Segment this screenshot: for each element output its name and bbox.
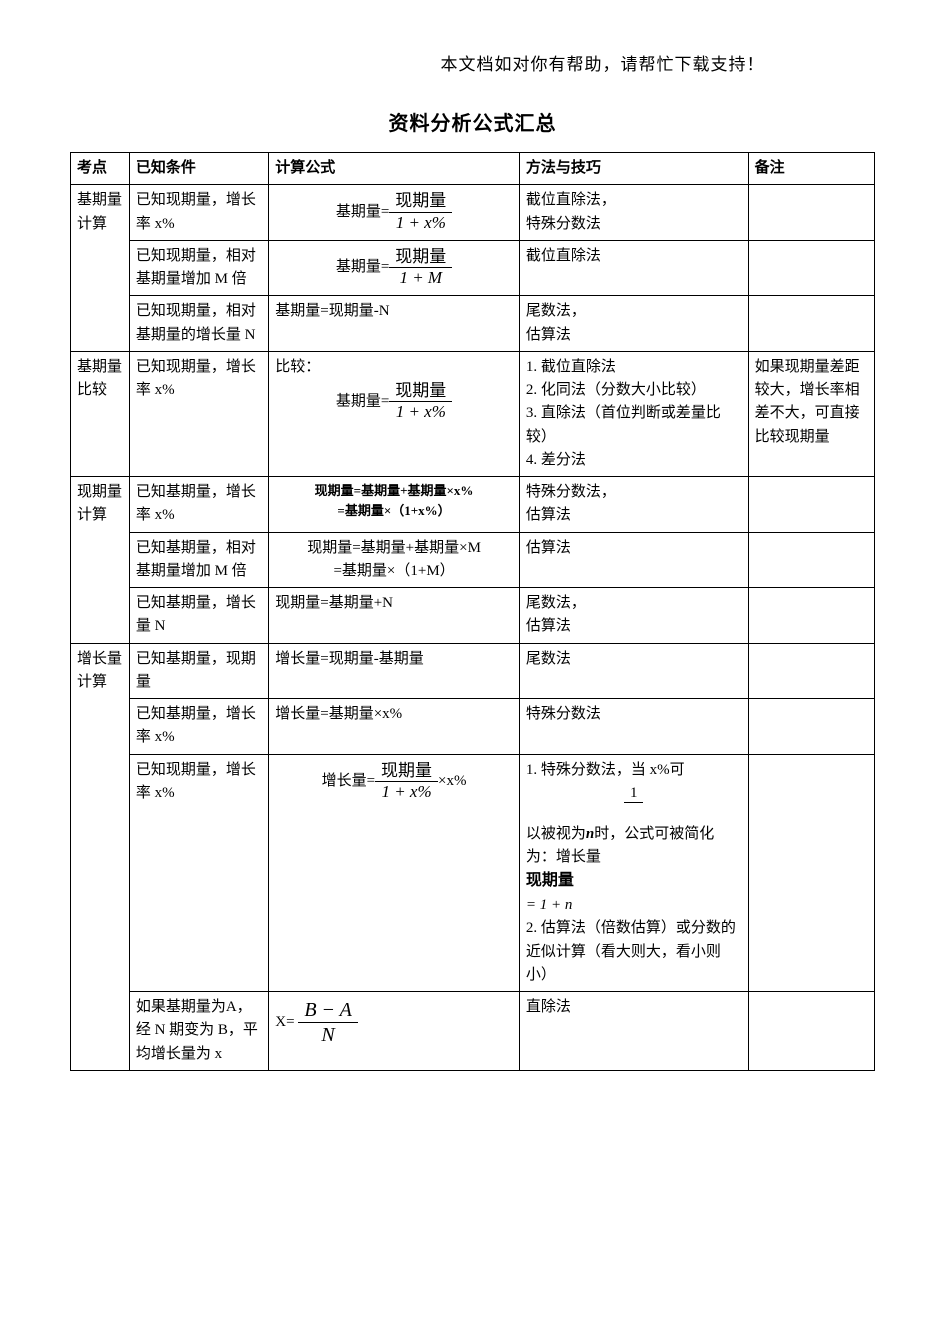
table-row: 已知现期量，相对基期量的增长量 N 基期量=现期量-N 尾数法， 估算法 (71, 296, 875, 352)
cond-cell: 已知现期量，增长率 x% (129, 351, 268, 476)
cond-cell: 已知现期量，相对基期量增加 M 倍 (129, 240, 268, 296)
frac-num: B − A (298, 998, 358, 1022)
cond-cell: 已知基期量，增长率 x% (129, 699, 268, 755)
col-method: 方法与技巧 (519, 153, 748, 185)
note-cell (748, 185, 874, 241)
note-cell (748, 240, 874, 296)
table-row: 已知基期量，相对基期量增加 M 倍 现期量=基期量+基期量×M =基期量×（1+… (71, 532, 875, 588)
method-cell: 尾数法 (519, 643, 748, 699)
note-cell (748, 754, 874, 992)
formula-line2: =基期量×（1+x%） (275, 501, 513, 521)
formula-cell: 现期量=基期量+基期量×M =基期量×（1+M） (269, 532, 520, 588)
note-cell (748, 477, 874, 533)
topic-cell: 基期量计算 (71, 185, 130, 352)
frac-num: 现期量 (389, 191, 452, 211)
formula-cell: 增长量=现期量1 + x%×x% (269, 754, 520, 992)
method-cell: 1. 特殊分数法，当 x%可 1 以被视为n时，公式可被简化为：增长量 现期量 … (519, 754, 748, 992)
method-eq: = 1 + n (526, 894, 742, 917)
note-cell (748, 699, 874, 755)
method-cell: 截位直除法， 特殊分数法 (519, 185, 748, 241)
formula-prefix: 基期量= (336, 204, 389, 220)
method-cell: 1. 截位直除法 2. 化同法（分数大小比较） 3. 直除法（首位判断或差量比较… (519, 351, 748, 476)
method-p3: 2. 估算法（倍数估算）或分数的近似计算（看大则大，看小则小） (526, 917, 742, 987)
method-frac1-num: 1 (624, 784, 644, 802)
note-cell (748, 588, 874, 644)
formula-prefix: 增长量= (322, 773, 375, 789)
formula-cell: X= B − AN (269, 992, 520, 1071)
frac-num: 现期量 (375, 761, 438, 781)
topic-cell: 增长量计算 (71, 643, 130, 1070)
formula-cell: 现期量=基期量+N (269, 588, 520, 644)
col-condition: 已知条件 (129, 153, 268, 185)
method-cell: 特殊分数法， 估算法 (519, 477, 748, 533)
method-cell: 尾数法， 估算法 (519, 296, 748, 352)
formula-cell: 比较： 基期量=现期量1 + x% (269, 351, 520, 476)
note-cell (748, 296, 874, 352)
table-row: 已知现期量，相对基期量增加 M 倍 基期量=现期量1 + M 截位直除法 (71, 240, 875, 296)
formula-cell: 基期量=现期量1 + x% (269, 185, 520, 241)
page-title: 资料分析公式汇总 (70, 107, 875, 136)
note-cell (748, 643, 874, 699)
formula-cell: 现期量=基期量+基期量×x% =基期量×（1+x%） (269, 477, 520, 533)
table-row: 已知基期量，增长率 x% 增长量=基期量×x% 特殊分数法 (71, 699, 875, 755)
header-note: 本文档如对你有帮助，请帮忙下载支持！ (330, 50, 875, 75)
method-n: n (586, 826, 594, 842)
topic-cell: 现期量计算 (71, 477, 130, 644)
formula-cell: 增长量=基期量×x% (269, 699, 520, 755)
formula-table: 考点 已知条件 计算公式 方法与技巧 备注 基期量计算 已知现期量，增长率 x%… (70, 152, 875, 1071)
cond-cell: 已知现期量，增长率 x% (129, 185, 268, 241)
frac-den: 1 + x% (389, 401, 452, 422)
note-cell (748, 992, 874, 1071)
cond-cell: 已知基期量，增长率 x% (129, 477, 268, 533)
col-topic: 考点 (71, 153, 130, 185)
table-row: 增长量计算 已知基期量，现期量 增长量=现期量-基期量 尾数法 (71, 643, 875, 699)
cond-cell: 如果基期量为A，经 N 期变为 B，平均增长量为 x (129, 992, 268, 1071)
table-row: 如果基期量为A，经 N 期变为 B，平均增长量为 x X= B − AN 直除法 (71, 992, 875, 1071)
formula-suffix: ×x% (438, 773, 466, 789)
frac-den: 1 + M (389, 267, 452, 288)
cond-cell: 已知基期量，相对基期量增加 M 倍 (129, 532, 268, 588)
cond-cell: 已知现期量，增长率 x% (129, 754, 268, 992)
formula-line1: 现期量=基期量+基期量×x% (275, 481, 513, 501)
method-cell: 直除法 (519, 992, 748, 1071)
cond-cell: 已知现期量，相对基期量的增长量 N (129, 296, 268, 352)
formula-line2: =基期量×（1+M） (275, 560, 513, 583)
cond-cell: 已知基期量，增长量 N (129, 588, 268, 644)
formula-cell: 基期量=现期量1 + M (269, 240, 520, 296)
frac-den: N (298, 1022, 358, 1047)
method-cell: 截位直除法 (519, 240, 748, 296)
formula-prefix: 基期量= (336, 259, 389, 275)
formula-line1: 现期量=基期量+基期量×M (275, 537, 513, 560)
formula-cell: 基期量=现期量-N (269, 296, 520, 352)
frac-num: 现期量 (389, 381, 452, 401)
table-row: 已知现期量，增长率 x% 增长量=现期量1 + x%×x% 1. 特殊分数法，当… (71, 754, 875, 992)
table-row: 现期量计算 已知基期量，增长率 x% 现期量=基期量+基期量×x% =基期量×（… (71, 477, 875, 533)
note-cell (748, 532, 874, 588)
formula-prefix: 基期量= (336, 393, 389, 409)
frac-den: 1 + x% (389, 212, 452, 233)
col-note: 备注 (748, 153, 874, 185)
method-cell: 尾数法， 估算法 (519, 588, 748, 644)
table-header-row: 考点 已知条件 计算公式 方法与技巧 备注 (71, 153, 875, 185)
table-row: 已知基期量，增长量 N 现期量=基期量+N 尾数法， 估算法 (71, 588, 875, 644)
method-p1: 1. 特殊分数法，当 x%可 (526, 762, 685, 778)
formula-label: 比较： (275, 356, 513, 379)
table-row: 基期量比较 已知现期量，增长率 x% 比较： 基期量=现期量1 + x% 1. … (71, 351, 875, 476)
formula-prefix: X= (275, 1014, 294, 1030)
note-cell: 如果现期量差距较大，增长率相差不大，可直接比较现期量 (748, 351, 874, 476)
formula-cell: 增长量=现期量-基期量 (269, 643, 520, 699)
method-cell: 估算法 (519, 532, 748, 588)
col-formula: 计算公式 (269, 153, 520, 185)
method-frac2-num: 现期量 (526, 872, 574, 889)
method-cell: 特殊分数法 (519, 699, 748, 755)
frac-num: 现期量 (389, 247, 452, 267)
method-den-prefix: 以被视为 (526, 826, 586, 842)
table-row: 基期量计算 已知现期量，增长率 x% 基期量=现期量1 + x% 截位直除法， … (71, 185, 875, 241)
topic-cell: 基期量比较 (71, 351, 130, 476)
frac-den: 1 + x% (375, 781, 438, 802)
cond-cell: 已知基期量，现期量 (129, 643, 268, 699)
